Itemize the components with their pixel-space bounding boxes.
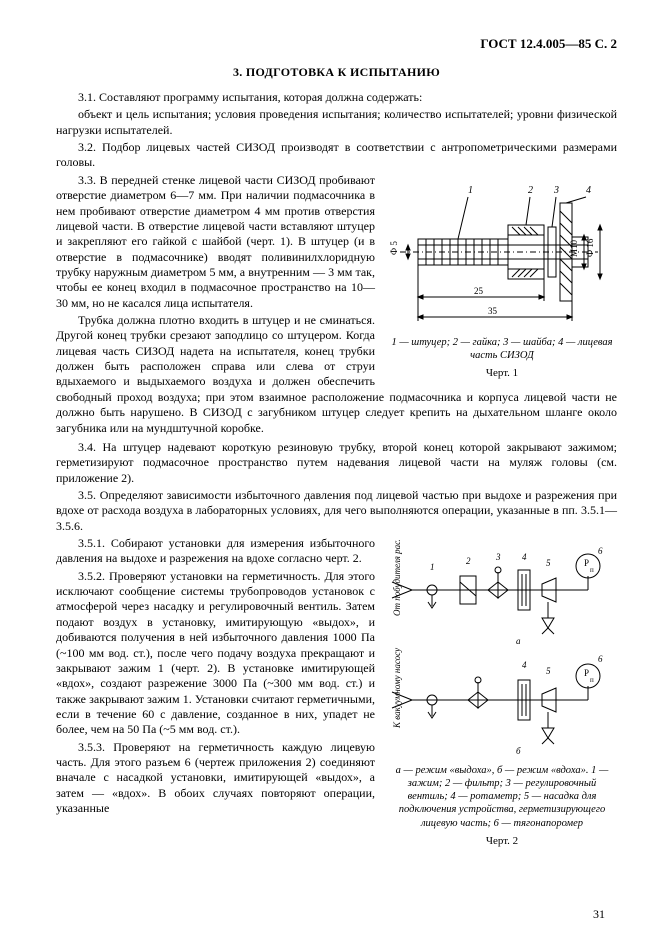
svg-text:5: 5 bbox=[546, 666, 551, 676]
svg-text:3: 3 bbox=[495, 552, 501, 562]
fig1-dim: М10 bbox=[569, 239, 579, 257]
section-title: 3. ПОДГОТОВКА К ИСПЫТАНИЮ bbox=[56, 65, 617, 80]
svg-text:4: 4 bbox=[522, 552, 527, 562]
figure-1: 1 2 3 4 Ф 5 М10 Ф 16 25 35 1 — штуцер; 2… bbox=[387, 177, 617, 380]
fig1-num: 2 bbox=[528, 185, 533, 196]
figure-2-label: Черт. 2 bbox=[387, 834, 617, 848]
fig2-sidelabel: К вакуумному насосу bbox=[392, 648, 402, 729]
body-text: 3.5. Определяют зависимости избыточного … bbox=[56, 488, 617, 534]
figure-1-label: Черт. 1 bbox=[387, 366, 617, 380]
svg-text:5: 5 bbox=[546, 558, 551, 568]
figure-2: От побудителя расходов К вакуумному насо… bbox=[387, 540, 617, 848]
svg-text:6: 6 bbox=[598, 546, 603, 556]
svg-text:Р: Р bbox=[584, 558, 589, 568]
page-header: ГОСТ 12.4.005—85 С. 2 bbox=[56, 36, 617, 53]
fig1-num: 1 bbox=[468, 185, 473, 196]
svg-text:а: а bbox=[516, 636, 521, 646]
figure-1-caption: 1 — штуцер; 2 — гайка; 3 — шайба; 4 — ли… bbox=[387, 336, 617, 362]
svg-text:Р: Р bbox=[584, 668, 589, 678]
svg-text:п: п bbox=[590, 676, 594, 684]
fig1-dim: Ф 16 bbox=[585, 238, 595, 257]
page-number: 31 bbox=[593, 907, 605, 922]
fig2-sidelabel: От побудителя расходов bbox=[392, 540, 402, 616]
fig1-dim: Ф 5 bbox=[389, 240, 399, 254]
fig1-num: 4 bbox=[586, 185, 591, 196]
svg-text:п: п bbox=[590, 566, 594, 574]
body-text: 3.4. На штуцер надевают короткую резинов… bbox=[56, 440, 617, 486]
fig1-dim: 25 bbox=[474, 286, 484, 296]
svg-text:6: 6 bbox=[598, 654, 603, 664]
svg-text:б: б bbox=[516, 746, 521, 756]
body-text: 3.2. Подбор лицевых частей СИЗОД произво… bbox=[56, 140, 617, 171]
body-text: 3.1. Составляют программу испытания, кот… bbox=[56, 90, 617, 105]
body-text: объект и цель испытания; условия проведе… bbox=[56, 107, 617, 138]
svg-text:1: 1 bbox=[430, 562, 435, 572]
fig1-num: 3 bbox=[553, 185, 559, 196]
svg-text:2: 2 bbox=[466, 556, 471, 566]
fig1-dim: 35 bbox=[488, 306, 498, 316]
svg-text:4: 4 bbox=[522, 660, 527, 670]
figure-2-caption: а — режим «выдоха», б — режим «вдоха». 1… bbox=[387, 764, 617, 830]
